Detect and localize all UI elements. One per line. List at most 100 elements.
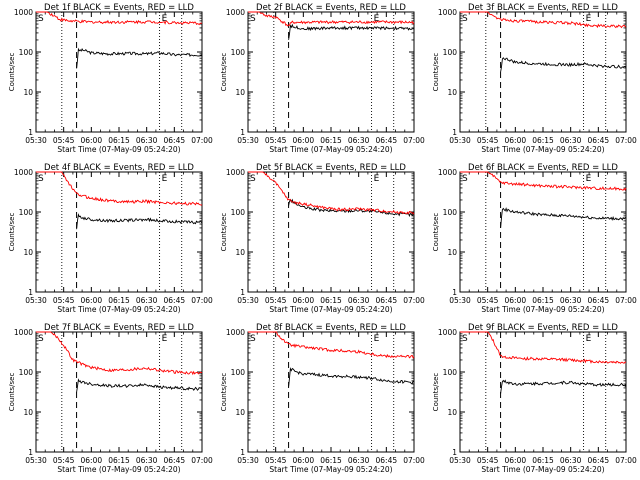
detector-panel: Det 2f BLACK = Events, RED = LLD 1 10 100 10… <box>220 3 425 154</box>
x-tick-label: 05:45 <box>53 296 75 305</box>
panel-title: Det 6f BLACK = Events, RED = LLD <box>468 163 618 173</box>
x-tick-label: 06:15 <box>320 296 342 305</box>
x-axis-label: Start Time (07-May-09 05:24:20) <box>57 305 180 314</box>
y-tick-label: 1000 <box>226 328 245 337</box>
x-axis-label: Start Time (07-May-09 05:24:20) <box>269 305 392 314</box>
events-series-line <box>288 198 415 218</box>
plot-frame <box>35 331 203 453</box>
panel-title: Det 1f BLACK = Events, RED = LLD <box>44 3 194 13</box>
y-tick-label: 100 <box>231 48 246 57</box>
y-axis-label: Counts/sec <box>220 53 228 92</box>
x-tick-label: 06:15 <box>108 456 130 465</box>
y-axis-label: Counts/sec <box>432 213 440 252</box>
detector-panel: Det 7f BLACK = Events, RED = LLD 1 10 100 10… <box>8 323 213 474</box>
x-axis-label: Start Time (07-May-09 05:24:20) <box>57 465 180 474</box>
panel-title: Det 3f BLACK = Events, RED = LLD <box>468 3 618 13</box>
x-tick-label: 06:15 <box>532 456 554 465</box>
y-tick-label: 1000 <box>14 8 33 17</box>
detector-panel: Det 5f BLACK = Events, RED = LLD 1 10 100 10… <box>220 163 425 314</box>
y-tick-label: 100 <box>443 208 458 217</box>
start-marker-label: S <box>250 174 256 184</box>
y-tick-label: 1000 <box>14 168 33 177</box>
y-tick-label: 1000 <box>438 328 457 337</box>
x-tick-label: 06:45 <box>376 136 398 145</box>
x-axis-label: Start Time (07-May-09 05:24:20) <box>269 145 392 154</box>
x-tick-label: 07:00 <box>403 136 425 145</box>
y-tick-label: 100 <box>443 48 458 57</box>
x-tick-label: 06:45 <box>376 456 398 465</box>
lld-series-line <box>460 331 627 364</box>
plot-frame <box>35 11 203 133</box>
x-tick-label: 06:30 <box>348 296 370 305</box>
y-tick-label: 1 <box>28 448 33 457</box>
x-tick-label: 06:45 <box>376 296 398 305</box>
x-tick-label: 05:45 <box>477 296 499 305</box>
x-tick-label: 07:00 <box>615 456 637 465</box>
x-tick-label: 06:00 <box>81 456 103 465</box>
x-tick-label: 07:00 <box>191 456 213 465</box>
panel-title: Det 2f BLACK = Events, RED = LLD <box>256 3 406 13</box>
y-tick-label: 1 <box>452 128 457 137</box>
x-tick-label: 06:15 <box>320 136 342 145</box>
panel-title: Det 7f BLACK = Events, RED = LLD <box>44 323 194 333</box>
start-marker-label: S <box>462 14 468 24</box>
plot-frame <box>459 171 627 293</box>
x-tick-label: 05:30 <box>237 296 259 305</box>
end-marker-label: E <box>374 174 380 184</box>
start-marker-label: S <box>462 174 468 184</box>
panel-title: Det 8f BLACK = Events, RED = LLD <box>256 323 406 333</box>
x-tick-label: 05:45 <box>477 456 499 465</box>
x-axis-label: Start Time (07-May-09 05:24:20) <box>481 465 604 474</box>
x-tick-label: 06:45 <box>164 296 186 305</box>
y-axis-label: Counts/sec <box>432 373 440 412</box>
end-marker-label: E <box>162 14 168 24</box>
x-tick-label: 06:00 <box>505 136 527 145</box>
x-tick-label: 05:45 <box>265 136 287 145</box>
x-tick-label: 05:30 <box>25 136 47 145</box>
y-tick-label: 10 <box>235 248 245 257</box>
y-tick-label: 100 <box>19 368 34 377</box>
y-tick-label: 10 <box>447 408 457 417</box>
y-tick-label: 1000 <box>226 8 245 17</box>
detector-panel: Det 8f BLACK = Events, RED = LLD 1 10 100 10… <box>220 323 425 474</box>
lld-series-line <box>248 11 415 27</box>
start-marker-label: S <box>462 334 468 344</box>
x-tick-label: 07:00 <box>403 296 425 305</box>
x-tick-label: 07:00 <box>615 136 637 145</box>
x-tick-label: 06:15 <box>320 456 342 465</box>
events-series-line <box>500 57 627 73</box>
x-tick-label: 07:00 <box>191 136 213 145</box>
end-marker-label: E <box>586 174 592 184</box>
x-tick-label: 07:00 <box>403 456 425 465</box>
end-marker-label: E <box>586 14 592 24</box>
y-tick-label: 10 <box>23 88 33 97</box>
events-series-line <box>288 367 415 387</box>
lld-series-line <box>36 171 203 206</box>
x-tick-label: 05:30 <box>237 136 259 145</box>
x-tick-label: 06:30 <box>560 136 582 145</box>
x-tick-label: 05:30 <box>237 456 259 465</box>
start-marker-label: S <box>38 334 44 344</box>
events-series-line <box>500 207 627 228</box>
y-axis-label: Counts/sec <box>8 373 16 412</box>
y-tick-label: 10 <box>447 248 457 257</box>
events-series-line <box>76 47 203 69</box>
y-tick-label: 1000 <box>14 328 33 337</box>
events-series-line <box>288 23 415 40</box>
y-axis-label: Counts/sec <box>432 53 440 92</box>
x-tick-label: 06:30 <box>136 456 158 465</box>
y-axis-label: Counts/sec <box>8 213 16 252</box>
x-tick-label: 06:00 <box>293 296 315 305</box>
start-marker-label: S <box>250 14 256 24</box>
detector-panel: Det 6f BLACK = Events, RED = LLD 1 10 100 10… <box>432 163 637 314</box>
x-tick-label: 06:45 <box>588 456 610 465</box>
start-marker-label: S <box>38 174 44 184</box>
y-tick-label: 10 <box>235 408 245 417</box>
x-tick-label: 06:00 <box>505 296 527 305</box>
x-tick-label: 06:30 <box>348 136 370 145</box>
y-tick-label: 100 <box>19 208 34 217</box>
x-tick-label: 06:30 <box>136 136 158 145</box>
start-marker-label: S <box>250 334 256 344</box>
plot-frame <box>459 11 627 133</box>
start-marker-label: S <box>38 14 44 24</box>
